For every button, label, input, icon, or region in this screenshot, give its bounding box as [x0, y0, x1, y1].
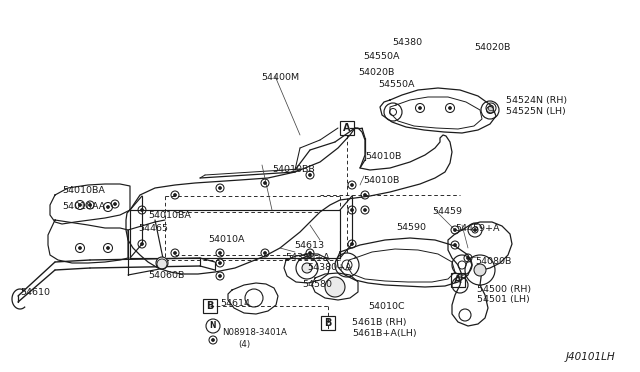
Circle shape: [351, 183, 353, 186]
Text: 54380: 54380: [392, 38, 422, 47]
Circle shape: [454, 244, 456, 247]
Circle shape: [156, 257, 168, 269]
Circle shape: [264, 182, 266, 185]
Text: A: A: [454, 275, 461, 285]
Text: 5461B+A(LH): 5461B+A(LH): [352, 329, 417, 338]
Text: 54020B: 54020B: [474, 43, 510, 52]
Circle shape: [264, 251, 266, 254]
Text: 54010B: 54010B: [363, 176, 399, 185]
Text: 54501 (LH): 54501 (LH): [477, 295, 530, 304]
Circle shape: [302, 263, 312, 273]
Circle shape: [106, 205, 109, 208]
Text: 54010BA: 54010BA: [62, 186, 105, 195]
Text: 5461B (RH): 5461B (RH): [352, 318, 406, 327]
Text: (4): (4): [238, 340, 250, 349]
Text: 54380+A: 54380+A: [307, 263, 351, 272]
Bar: [340, 121, 354, 135]
Circle shape: [474, 228, 477, 231]
Circle shape: [364, 208, 367, 212]
Text: 54400M: 54400M: [261, 73, 299, 82]
Circle shape: [474, 264, 486, 276]
Circle shape: [211, 339, 214, 341]
Text: 54550A: 54550A: [378, 80, 415, 89]
Circle shape: [454, 228, 456, 231]
Circle shape: [173, 193, 177, 196]
Circle shape: [106, 247, 109, 250]
Text: 54010BA: 54010BA: [148, 211, 191, 220]
Circle shape: [364, 193, 367, 196]
Circle shape: [467, 257, 470, 260]
Circle shape: [486, 106, 493, 113]
Circle shape: [351, 243, 353, 246]
Circle shape: [88, 203, 92, 206]
Bar: [321, 316, 335, 330]
Circle shape: [173, 251, 177, 254]
Text: 54459: 54459: [432, 207, 462, 216]
Text: N: N: [210, 321, 216, 330]
Text: 54614: 54614: [220, 299, 250, 308]
Text: 54459+A: 54459+A: [455, 224, 499, 233]
Bar: [451, 273, 465, 287]
Circle shape: [79, 247, 81, 250]
Text: 54010BB: 54010BB: [272, 165, 315, 174]
Bar: [203, 299, 217, 313]
Text: 54010A: 54010A: [208, 235, 244, 244]
Text: 54010B: 54010B: [365, 152, 401, 161]
Text: 54524N (RH): 54524N (RH): [506, 96, 567, 105]
Circle shape: [351, 208, 353, 212]
Text: 54500 (RH): 54500 (RH): [477, 285, 531, 294]
Circle shape: [218, 262, 221, 264]
Circle shape: [218, 186, 221, 189]
Text: 54010C: 54010C: [368, 302, 404, 311]
Text: 54010AA: 54010AA: [62, 202, 105, 211]
Text: 54525N (LH): 54525N (LH): [506, 107, 566, 116]
Text: 54380+A: 54380+A: [285, 253, 330, 262]
Text: 54060B: 54060B: [148, 271, 184, 280]
Circle shape: [449, 106, 451, 109]
Circle shape: [325, 277, 345, 297]
Circle shape: [218, 251, 221, 254]
Text: 54465: 54465: [138, 224, 168, 233]
Text: B: B: [206, 301, 214, 311]
Circle shape: [308, 251, 312, 254]
Circle shape: [79, 203, 81, 206]
Text: B: B: [324, 318, 332, 328]
Text: J40101LH: J40101LH: [566, 352, 616, 362]
Text: 54580: 54580: [302, 280, 332, 289]
Text: 54550A: 54550A: [363, 52, 399, 61]
Text: 54590: 54590: [396, 223, 426, 232]
Text: 54080B: 54080B: [475, 257, 511, 266]
Text: 54610: 54610: [20, 288, 50, 297]
Text: N08918-3401A: N08918-3401A: [222, 328, 287, 337]
Text: 54020B: 54020B: [358, 68, 394, 77]
Text: 54613: 54613: [294, 241, 324, 250]
Circle shape: [218, 275, 221, 278]
Text: A: A: [343, 123, 351, 133]
Circle shape: [419, 106, 422, 109]
Circle shape: [308, 173, 312, 176]
Circle shape: [141, 243, 143, 246]
Circle shape: [141, 208, 143, 212]
Circle shape: [113, 202, 116, 205]
